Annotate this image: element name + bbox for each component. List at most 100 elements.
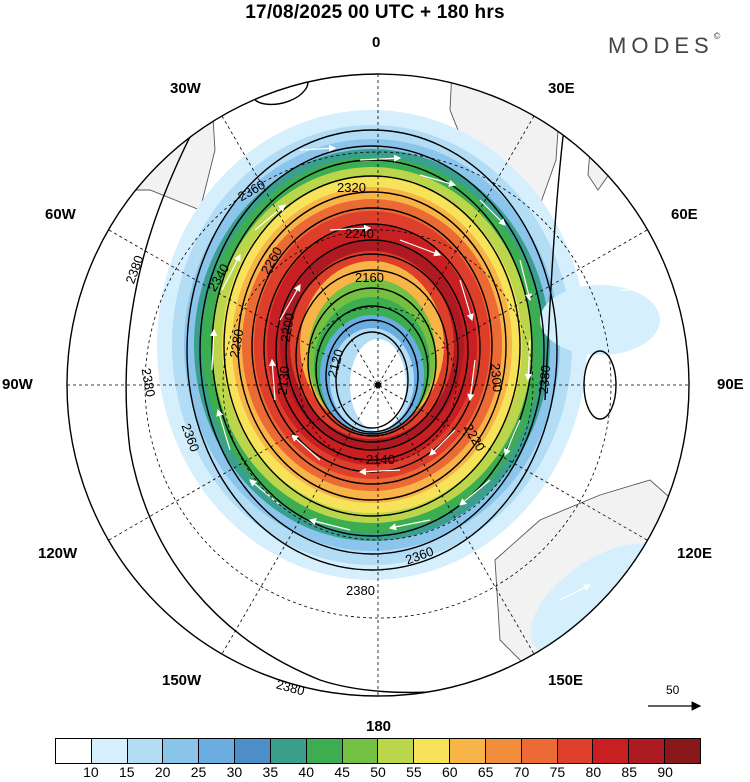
colorbar-swatch: [56, 739, 92, 763]
wind-vector: [254, 204, 286, 231]
wind-speed-shading: [157, 110, 670, 657]
wind-vector: [479, 199, 506, 226]
wind-vector: [519, 259, 533, 302]
brand-name: MODES: [608, 33, 714, 58]
lon-label-150e: 150E: [548, 672, 584, 689]
contour-2200: [295, 269, 449, 443]
colorbar-swatch: [665, 739, 700, 763]
wind-vector: [216, 408, 231, 451]
graticule: [67, 74, 689, 696]
contour-label: 2140: [366, 452, 395, 467]
lon-label-0: 0: [372, 34, 381, 51]
wind-vector: [419, 174, 457, 187]
colorbar-swatch: [521, 739, 558, 763]
wind-vector: [279, 283, 301, 321]
wind-vector: [504, 419, 521, 457]
wind-vector: [524, 339, 532, 382]
colorbar-tick-label: 15: [118, 764, 135, 780]
colorbar-swatch: [91, 739, 128, 763]
contour-2380-inner: [186, 129, 558, 571]
colorbar-tick-label: 40: [298, 764, 314, 780]
colorbar-swatch: [270, 739, 307, 763]
contour-2240: [275, 239, 469, 461]
contour-label: 2320: [337, 180, 366, 195]
colorbar-swatch: [414, 739, 451, 763]
colorbar-tick-label: 50: [370, 764, 386, 780]
colorbar-swatch: [199, 739, 236, 763]
contour-label: 2130: [274, 365, 293, 396]
wind-vector: [308, 517, 351, 531]
contour-label: 2240: [345, 226, 374, 241]
colorbar-swatch: [485, 739, 522, 763]
colorbar-swatch: [127, 739, 164, 763]
colorbar-tick-label: 70: [513, 764, 530, 780]
brand-mark: ©: [713, 30, 721, 41]
lon-label-60e: 60E: [671, 206, 698, 223]
colorbar-swatch: [593, 739, 630, 763]
lon-label-120e: 120E: [677, 545, 713, 562]
contour-2130: [325, 319, 419, 433]
wind-vector: [459, 479, 491, 506]
contour-label: 2380: [535, 364, 554, 395]
lon-label-30e: 30E: [548, 80, 575, 97]
lon-label-90e: 90E: [717, 376, 744, 393]
lon-label-30w: 30W: [170, 80, 201, 97]
reference-vector-label: 50: [666, 683, 680, 697]
contour-2220: [285, 253, 459, 451]
colorbar-tick-label: 35: [262, 764, 279, 780]
south-pole-marker: [375, 382, 381, 388]
map-boundary: [66, 73, 690, 697]
colorbar-swatch: [629, 739, 666, 763]
contour-label: 2160: [355, 270, 384, 285]
contour-2320: [223, 175, 521, 517]
wind-vector: [299, 144, 337, 152]
contour-2360: [199, 145, 545, 555]
colorbar-swatch: [342, 739, 379, 763]
map-disk: [67, 74, 689, 696]
colorbar-swatch: [235, 739, 271, 763]
colorbar-tick-label: 45: [334, 764, 350, 780]
colorbar-tick-label: 30: [226, 764, 243, 780]
colorbar-swatch: [557, 739, 594, 763]
colorbar-tick-label: 20: [154, 764, 171, 780]
lon-label-120w: 120W: [38, 545, 78, 562]
contour-2140: [315, 305, 429, 435]
wind-vector: [559, 584, 592, 601]
colorbar-tick-label: 55: [406, 764, 422, 780]
wind-vector: [291, 434, 321, 461]
colorbar-tick-label: 10: [83, 764, 99, 780]
colorbar-swatch: [378, 739, 415, 763]
colorbar-swatch: [306, 739, 343, 763]
wind-vector: [399, 239, 442, 257]
wind-vector: [358, 468, 401, 476]
colorbar-tick-label: 65: [477, 764, 494, 780]
colorbar-tick-label: 80: [585, 764, 602, 780]
colorbar-swatch: [163, 739, 200, 763]
contour-label: 2300: [487, 362, 506, 393]
wind-vector: [221, 253, 241, 291]
contour-2280: [251, 207, 493, 485]
contour-2380-east: [544, 119, 566, 401]
colorbar-tick-label: 85: [621, 764, 637, 780]
lon-label-150w: 150W: [162, 672, 202, 689]
contour-2300: [237, 191, 507, 501]
wind-vector: [429, 429, 456, 456]
wind-vector: [459, 279, 474, 322]
contour-label: 2380: [346, 583, 375, 598]
lon-label-180: 180: [366, 718, 392, 735]
colorbar-tick-label: 60: [441, 764, 458, 780]
contour-2160: [307, 287, 437, 437]
wind-vector: [359, 154, 402, 162]
colorbar-tick-label: 90: [657, 764, 673, 780]
lon-label-60w: 60W: [45, 206, 76, 223]
colorbar-swatch: [450, 739, 486, 763]
wind-vector: [388, 519, 431, 531]
contour-low-north: [251, 74, 309, 106]
contour-2120: [335, 331, 409, 429]
wind-vector: [210, 328, 218, 371]
colorbar-tick-label: 75: [549, 764, 566, 780]
lon-label-90w: 90W: [2, 376, 33, 393]
wind-vector: [329, 224, 372, 232]
wind-vector: [268, 358, 277, 401]
